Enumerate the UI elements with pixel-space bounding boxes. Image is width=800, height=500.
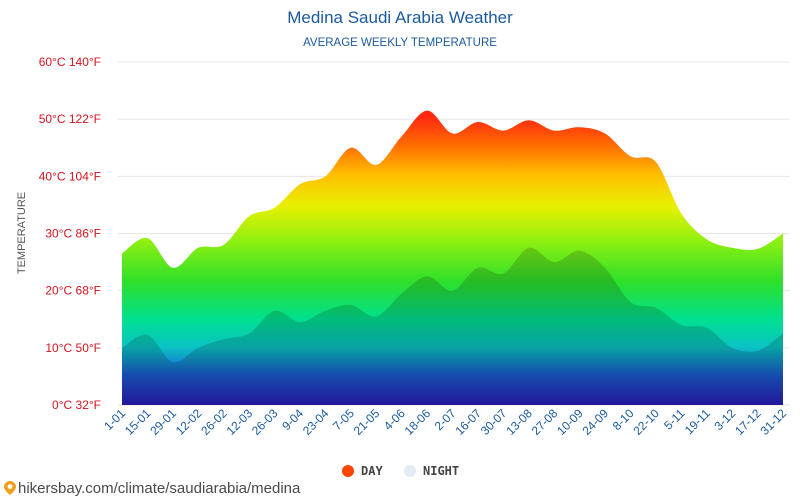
- y-tick-label: 0°C 32°F: [52, 398, 101, 412]
- y-axis-title: TEMPERATURE: [16, 192, 28, 274]
- x-tick-label: 19-11: [682, 406, 713, 437]
- source-link-text: hikersbay.com/climate/saudiarabia/medina: [18, 480, 301, 497]
- night-series-shade: [122, 247, 783, 405]
- x-tick-label: 16-07: [452, 406, 484, 438]
- x-tick-label: 26-03: [249, 406, 281, 438]
- chart-title: Medina Saudi Arabia Weather: [287, 8, 513, 27]
- x-tick-label: 27-08: [529, 406, 561, 438]
- legend-night-marker: [404, 465, 416, 477]
- x-tick-label: 17-12: [732, 406, 764, 438]
- x-tick-label: 10-09: [554, 406, 586, 438]
- source-link[interactable]: hikersbay.com/climate/saudiarabia/medina: [4, 480, 300, 497]
- night-series-area: [122, 247, 783, 405]
- legend-night-label: NIGHT: [423, 464, 459, 478]
- legend-day-label: DAY: [361, 464, 383, 478]
- x-tick-label: 12-02: [173, 406, 205, 438]
- y-axis-ticks: 0°C 32°F 10°C 50°F 20°C 68°F 30°C 86°F 40°C …: [39, 55, 101, 412]
- x-tick-label: 13-08: [503, 406, 535, 438]
- y-tick-label: 20°C 68°F: [45, 284, 101, 298]
- y-tick-label: 30°C 86°F: [45, 227, 101, 241]
- x-tick-label: 18-06: [402, 406, 434, 438]
- x-tick-label: 24-09: [580, 406, 612, 438]
- legend-item-day[interactable]: DAY: [342, 464, 383, 478]
- legend: DAY NIGHT: [342, 464, 459, 478]
- x-tick-label: 31-12: [758, 406, 790, 438]
- y-tick-label: 40°C 104°F: [39, 169, 101, 183]
- legend-item-night[interactable]: NIGHT: [404, 464, 459, 478]
- y-tick-label: 50°C 122°F: [39, 112, 101, 126]
- x-tick-label: 29-01: [147, 406, 179, 438]
- x-tick-label: 26-02: [198, 406, 230, 438]
- y-tick-label: 60°C 140°F: [39, 55, 101, 69]
- x-tick-label: 22-10: [630, 406, 662, 438]
- x-tick-label: 30-07: [478, 406, 510, 438]
- x-tick-label: 15-01: [122, 406, 154, 438]
- x-tick-label: 12-03: [224, 406, 256, 438]
- legend-day-marker: [342, 465, 354, 477]
- x-tick-label: 23-04: [300, 406, 332, 438]
- chart-subtitle: AVERAGE WEEKLY TEMPERATURE: [303, 37, 497, 49]
- x-tick-label: 21-05: [351, 406, 383, 438]
- location-pin-icon: [4, 481, 16, 495]
- y-tick-label: 10°C 50°F: [45, 341, 101, 355]
- x-axis-ticks: 1-0115-0129-0112-0226-0212-0326-039-0423…: [101, 406, 789, 438]
